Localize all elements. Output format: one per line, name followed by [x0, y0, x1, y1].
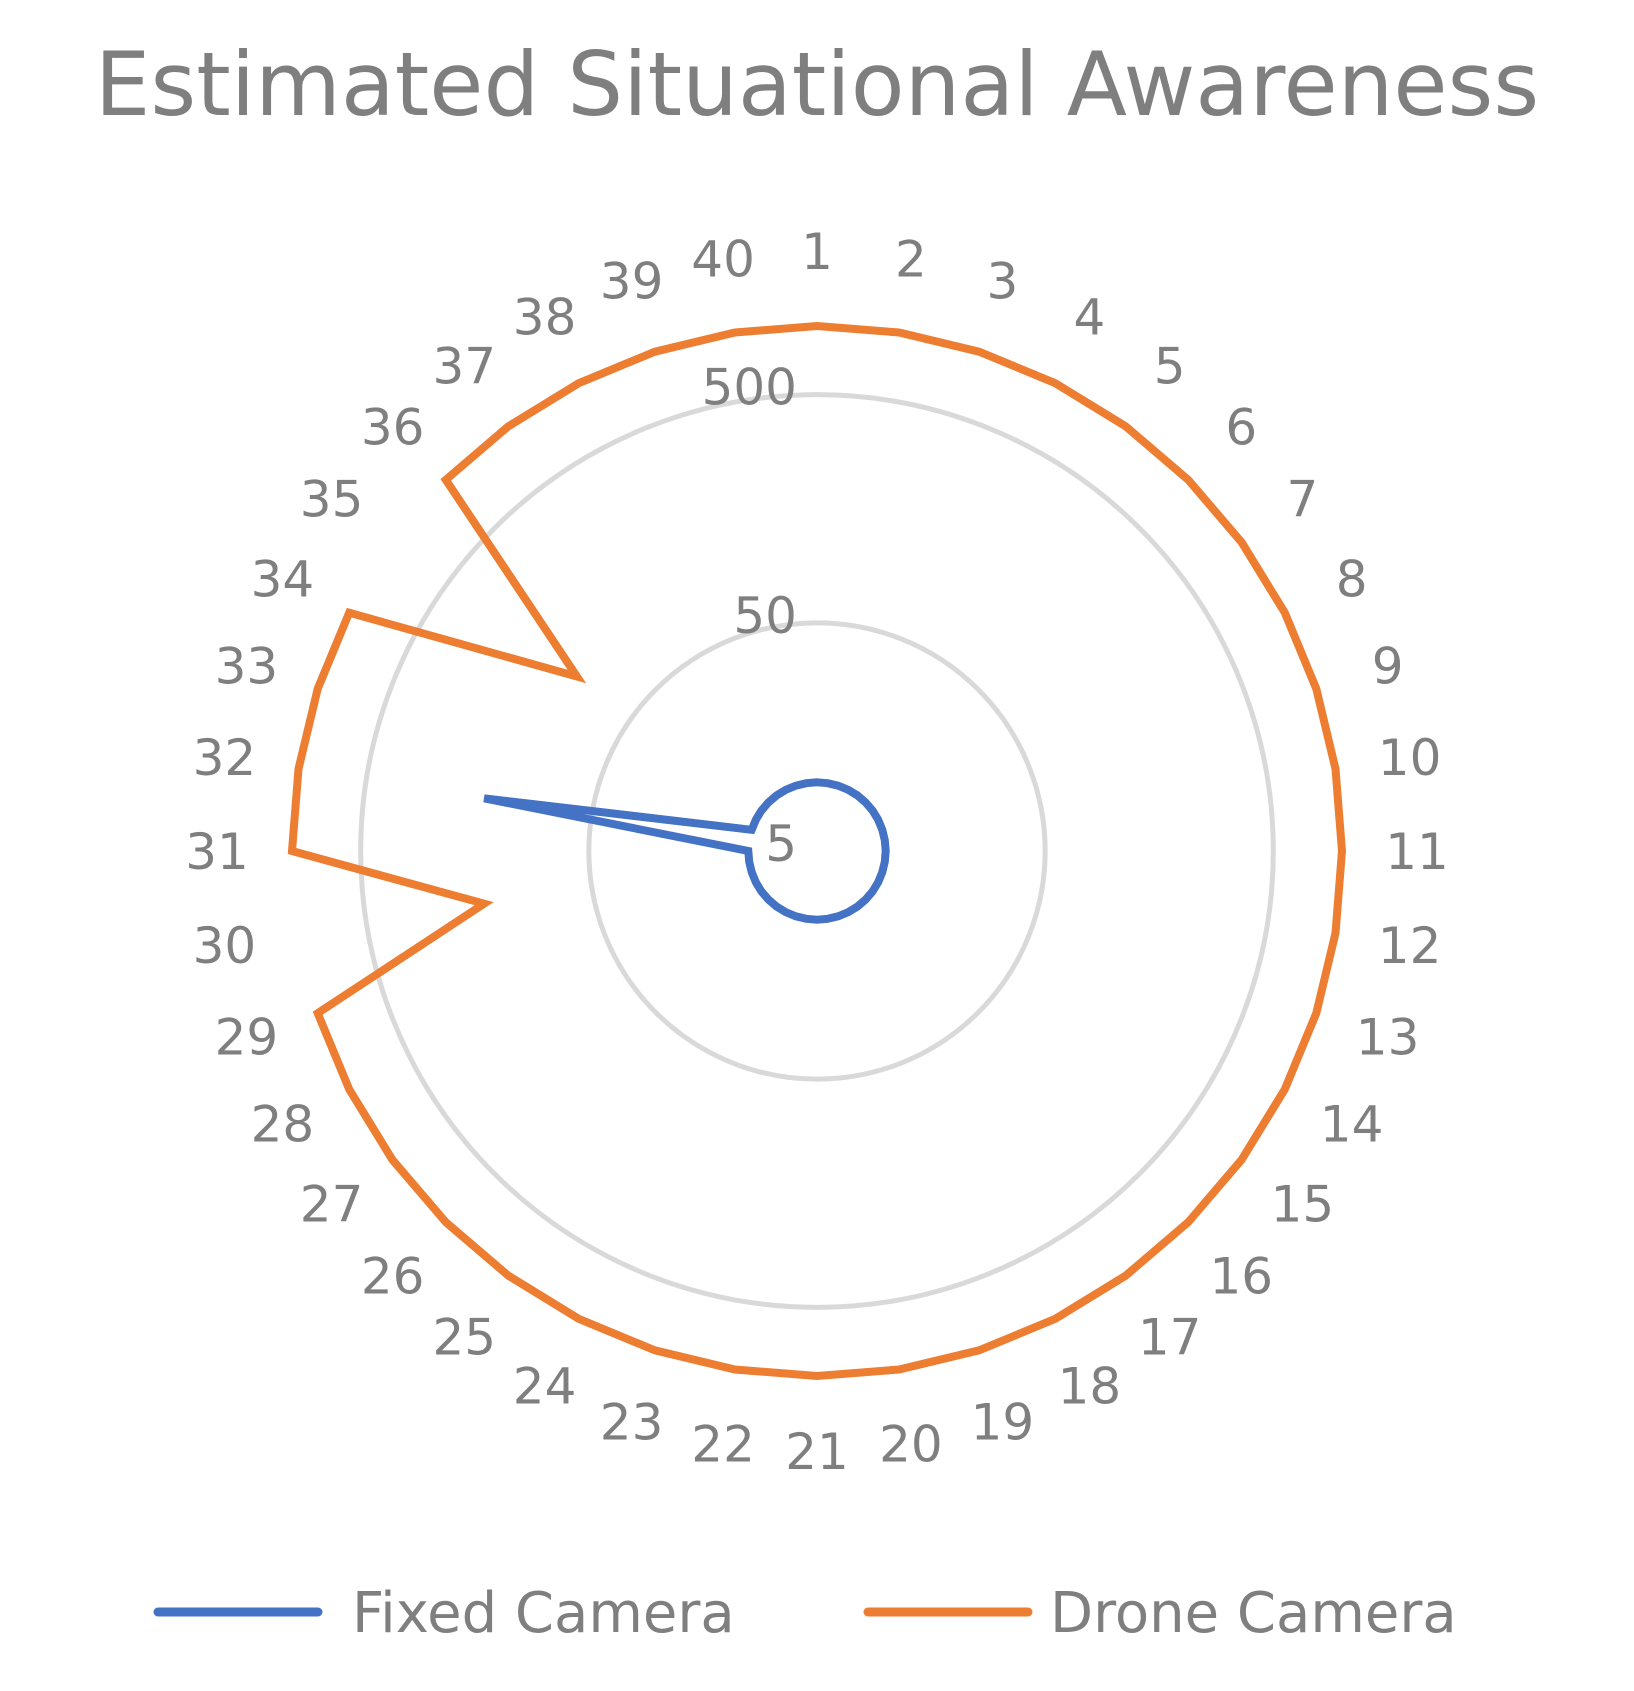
radial-tick-500: 500	[702, 359, 797, 417]
series-line-fixed-camera	[483, 778, 890, 924]
category-label-24: 24	[513, 1358, 577, 1416]
category-label-31: 31	[185, 823, 249, 881]
category-label-21: 21	[785, 1423, 849, 1481]
category-label-33: 33	[215, 638, 279, 696]
series-line-drone-camera	[287, 321, 1347, 1381]
category-label-5: 5	[1154, 338, 1186, 396]
category-label-36: 36	[361, 399, 425, 457]
category-label-25: 25	[432, 1308, 496, 1366]
legend-label-drone-camera: Drone Camera	[1050, 1581, 1457, 1646]
category-label-26: 26	[361, 1247, 425, 1305]
category-label-23: 23	[600, 1394, 664, 1452]
gridline-50	[586, 620, 1048, 1082]
category-label-28: 28	[251, 1095, 315, 1153]
category-label-13: 13	[1356, 1008, 1420, 1066]
category-label-12: 12	[1378, 917, 1442, 975]
category-label-37: 37	[432, 338, 496, 396]
category-label-9: 9	[1372, 638, 1404, 696]
chart-title: Estimated Situational Awareness	[95, 33, 1539, 136]
category-label-19: 19	[971, 1394, 1035, 1452]
category-label-11: 11	[1385, 823, 1449, 881]
category-label-30: 30	[193, 917, 257, 975]
category-label-22: 22	[691, 1416, 755, 1474]
category-label-38: 38	[513, 288, 577, 346]
category-label-14: 14	[1320, 1095, 1384, 1153]
category-label-29: 29	[215, 1008, 279, 1066]
category-label-8: 8	[1336, 551, 1368, 609]
category-label-40: 40	[691, 230, 755, 288]
category-label-2: 2	[895, 230, 927, 288]
category-label-34: 34	[251, 551, 315, 609]
category-label-7: 7	[1286, 470, 1318, 528]
category-label-10: 10	[1378, 729, 1442, 787]
category-label-3: 3	[986, 252, 1018, 310]
radial-tick-labels: 5 50 500	[702, 359, 797, 873]
category-label-1: 1	[801, 223, 833, 281]
category-label-27: 27	[300, 1176, 364, 1234]
category-label-17: 17	[1138, 1308, 1202, 1366]
gridline-500	[358, 392, 1276, 1310]
radial-grid	[358, 392, 1276, 1310]
legend-label-fixed-camera: Fixed Camera	[352, 1581, 735, 1646]
category-label-20: 20	[879, 1416, 943, 1474]
category-label-32: 32	[193, 729, 257, 787]
legend: Fixed Camera Drone Camera	[153, 1581, 1457, 1646]
series-layer	[287, 321, 1347, 1381]
category-label-39: 39	[600, 252, 664, 310]
category-label-4: 4	[1073, 288, 1105, 346]
radial-tick-50: 50	[733, 587, 797, 645]
category-label-16: 16	[1209, 1247, 1273, 1305]
category-label-35: 35	[300, 470, 364, 528]
category-labels: 1 2 34567891011121314151617181920212223242…	[185, 223, 1449, 1481]
radial-tick-5: 5	[765, 815, 797, 873]
category-label-6: 6	[1225, 399, 1257, 457]
category-label-15: 15	[1271, 1176, 1335, 1234]
category-label-18: 18	[1058, 1358, 1122, 1416]
